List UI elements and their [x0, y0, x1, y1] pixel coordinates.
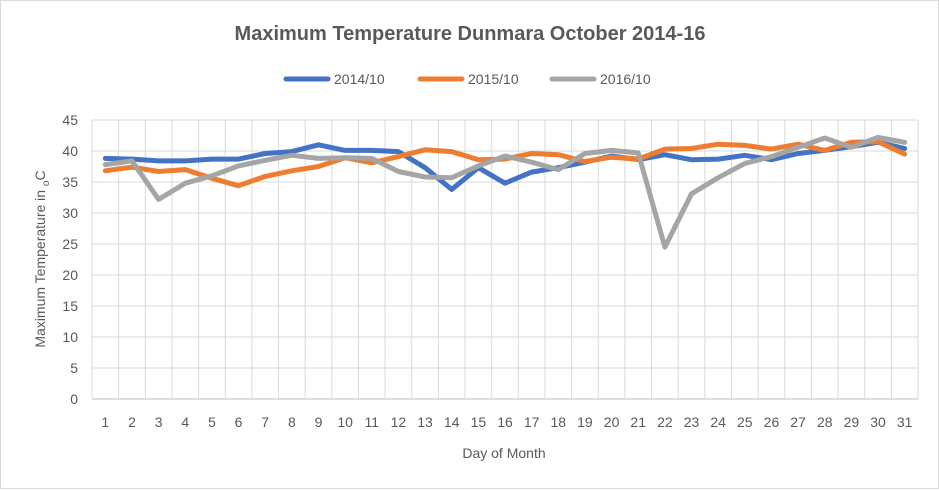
series-line-2 — [102, 139, 908, 189]
y-tick-label: 5 — [70, 360, 78, 376]
legend: 2014/10 2015/10 2016/10 — [283, 71, 651, 87]
x-tick-label: 18 — [551, 414, 567, 430]
y-tick-label: 45 — [62, 112, 78, 128]
x-tick-label: 27 — [790, 414, 806, 430]
x-tick-label: 17 — [524, 414, 540, 430]
x-tick-label: 14 — [444, 414, 460, 430]
legend-label-3: 2016/10 — [600, 71, 651, 87]
x-tick-label: 11 — [365, 414, 380, 430]
y-axis-ticks: 0 5 10 15 20 25 30 35 40 45 — [62, 112, 78, 407]
y-axis-label-sub: o — [41, 180, 52, 186]
y-axis-label: Maximum Temperature in oC — [32, 170, 52, 347]
x-tick-label: 10 — [337, 414, 353, 430]
x-tick-label: 24 — [710, 414, 726, 430]
y-tick-label: 15 — [62, 298, 78, 314]
chart-title: Maximum Temperature Dunmara October 2014… — [235, 23, 706, 45]
x-tick-label: 31 — [897, 414, 913, 430]
x-tick-label: 29 — [844, 414, 860, 430]
y-tick-label: 10 — [62, 329, 78, 345]
x-tick-label: 13 — [417, 414, 433, 430]
x-tick-label: 7 — [261, 414, 269, 430]
y-axis-label-main: Maximum Temperature in — [32, 186, 48, 348]
series-lines — [102, 134, 908, 250]
series-line-3 — [102, 134, 908, 250]
x-tick-label: 6 — [235, 414, 243, 430]
x-tick-label: 1 — [101, 414, 109, 430]
y-tick-label: 25 — [62, 236, 78, 252]
y-tick-label: 35 — [62, 174, 78, 190]
y-axis-label-unit: C — [32, 170, 48, 180]
x-tick-label: 19 — [577, 414, 593, 430]
y-tick-label: 40 — [62, 143, 78, 159]
x-tick-label: 12 — [391, 414, 407, 430]
x-tick-label: 4 — [181, 414, 189, 430]
y-tick-label: 20 — [62, 267, 78, 283]
x-tick-label: 26 — [764, 414, 780, 430]
x-tick-label: 2 — [128, 414, 136, 430]
y-tick-label: 30 — [62, 205, 78, 221]
x-tick-label: 30 — [870, 414, 886, 430]
y-tick-label: 0 — [70, 391, 78, 407]
x-tick-label: 22 — [657, 414, 673, 430]
x-tick-label: 8 — [288, 414, 296, 430]
x-axis-label: Day of Month — [462, 445, 545, 461]
x-axis-ticks: 1 2 3 4 5 6 7 8 9 10 11 12 13 14 15 16 17 18 19 20 21 22 23 24 2… — [101, 414, 912, 430]
series-line-1 — [102, 139, 908, 192]
legend-label-2: 2015/10 — [468, 71, 519, 87]
x-tick-label: 3 — [155, 414, 163, 430]
gridlines — [91, 119, 919, 400]
x-tick-label: 25 — [737, 414, 753, 430]
x-tick-label: 21 — [630, 414, 646, 430]
x-tick-label: 15 — [471, 414, 487, 430]
x-tick-label: 5 — [208, 414, 216, 430]
x-tick-label: 23 — [684, 414, 700, 430]
x-tick-label: 16 — [497, 414, 513, 430]
x-tick-label: 9 — [315, 414, 323, 430]
x-tick-label: 20 — [604, 414, 620, 430]
x-tick-label: 28 — [817, 414, 833, 430]
legend-label-1: 2014/10 — [334, 71, 385, 87]
